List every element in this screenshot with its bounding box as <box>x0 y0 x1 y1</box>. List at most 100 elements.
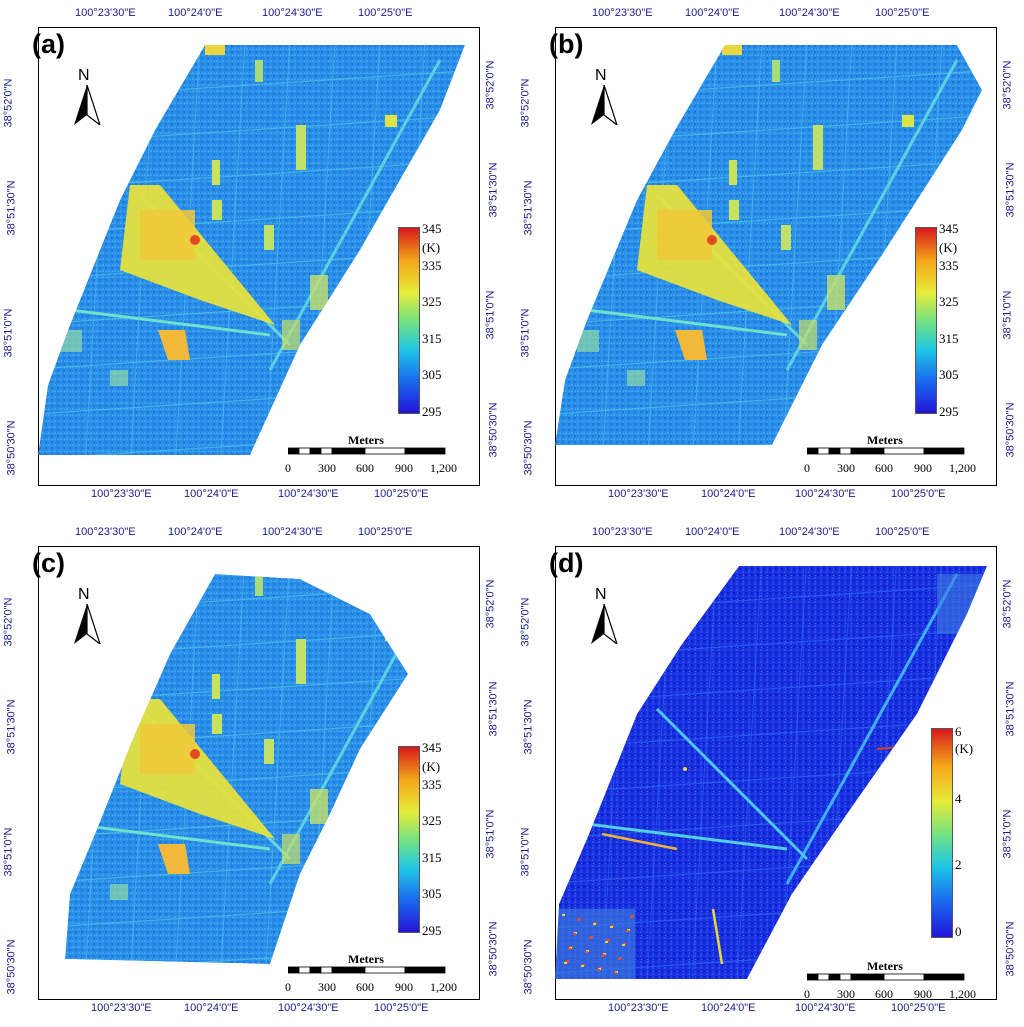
longitude-label: 100°24'30"E <box>262 7 323 19</box>
longitude-label: 100°24'30"E <box>795 1002 856 1014</box>
latitude-label: 38°51'30"N <box>5 180 18 236</box>
longitude-label: 100°24'30"E <box>779 7 840 19</box>
latitude-label: 38°51'0"N <box>519 827 532 877</box>
longitude-label: 100°24'30"E <box>278 488 339 500</box>
latitude-label: 38°51'0"N <box>2 827 15 877</box>
scale-bar-tick: 0 <box>285 461 291 475</box>
colorbar-tick: 305 <box>422 886 442 901</box>
longitude-label: 100°24'0"E <box>168 7 223 19</box>
north-label: N <box>78 586 90 603</box>
colorbar-tick: 4 <box>955 791 962 806</box>
scale-bar-tick: 600 <box>356 980 374 994</box>
scale-bar-tick: 1,200 <box>430 461 457 475</box>
colorbar-unit: (K) <box>422 240 441 255</box>
scale-bar-tick: 300 <box>837 987 855 1001</box>
colorbar-tick: 6 <box>955 724 962 739</box>
map-panel-b: (b) 100°23'30"E 100°23'30"E 100°24'0"E 100°2… <box>517 0 1024 513</box>
longitude-label: 100°23'30"E <box>75 526 136 538</box>
longitude-label: 100°24'30"E <box>278 1002 339 1014</box>
panel-label: (a) <box>32 29 65 59</box>
longitude-label: 100°25'0"E <box>358 7 413 19</box>
latitude-label: 38°51'30"N <box>1004 162 1017 218</box>
colorbar-tick: 305 <box>939 367 959 382</box>
longitude-label: 100°24'30"E <box>795 488 856 500</box>
longitude-label: 100°25'0"E <box>875 7 930 19</box>
longitude-label: 100°24'0"E <box>184 1002 239 1014</box>
latitude-label: 38°51'30"N <box>487 162 500 218</box>
latitude-label: 38°51'0"N <box>1001 809 1014 859</box>
longitude-label: 100°25'0"E <box>374 488 429 500</box>
scale-bar <box>288 447 446 455</box>
colorbar-tick: 325 <box>939 294 959 309</box>
longitude-label: 100°25'0"E <box>875 526 930 538</box>
scale-bar-tick: 0 <box>804 987 810 1001</box>
thermal-raster <box>38 45 465 455</box>
latitude-label: 38°51'0"N <box>1001 290 1014 340</box>
longitude-label: 100°24'0"E <box>685 526 740 538</box>
colorbar <box>931 728 953 938</box>
map-panel-a: (a) 100°23'30"E 100°23'30"E 100°24'0"E 100°2… <box>0 0 512 513</box>
longitude-label: 100°23'30"E <box>592 526 653 538</box>
longitude-label: 100°24'0"E <box>168 526 223 538</box>
scale-bar-tick: 1,200 <box>430 980 457 994</box>
north-label: N <box>595 67 607 84</box>
colorbar <box>915 227 937 414</box>
scale-bar-tick: 300 <box>318 980 336 994</box>
latitude-label: 38°51'30"N <box>522 699 535 755</box>
latitude-label: 38°52'0"N <box>519 78 532 128</box>
thermal-raster <box>555 45 982 445</box>
scale-bar-tick: 600 <box>356 461 374 475</box>
colorbar-tick: 0 <box>955 924 962 939</box>
latitude-label: 38°51'0"N <box>2 308 15 358</box>
longitude-label: 100°24'0"E <box>685 7 740 19</box>
scale-bar-tick: 300 <box>837 461 855 475</box>
north-label: N <box>595 586 607 603</box>
longitude-label: 100°24'0"E <box>184 488 239 500</box>
latitude-label: 38°51'30"N <box>522 180 535 236</box>
scale-bar-tick: 900 <box>914 461 932 475</box>
colorbar-tick: 345 <box>939 221 959 236</box>
latitude-label: 38°50'30"N <box>522 939 535 995</box>
scale-bar-title: Meters <box>867 433 903 447</box>
latitude-label: 38°51'0"N <box>519 308 532 358</box>
colorbar-tick: 315 <box>422 849 442 865</box>
colorbar-unit: (K) <box>955 741 974 756</box>
colorbar-tick: 335 <box>422 776 442 792</box>
scale-bar-tick: 1,200 <box>949 987 976 1001</box>
latitude-label: 38°52'0"N <box>484 579 497 629</box>
latitude-label: 38°50'30"N <box>5 420 18 476</box>
latitude-label: 38°52'0"N <box>1001 60 1014 110</box>
colorbar-tick: 305 <box>422 367 442 382</box>
colorbar-unit: (K) <box>939 240 958 255</box>
scale-bar-title: Meters <box>867 959 903 973</box>
scale-bar-tick: 900 <box>914 987 932 1001</box>
colorbar-tick: 345 <box>422 740 442 755</box>
longitude-label: 100°23'30"E <box>91 488 152 500</box>
scale-bar <box>807 447 965 455</box>
longitude-label: 100°23'30"E <box>91 1002 152 1014</box>
latitude-label: 38°52'0"N <box>1001 579 1014 629</box>
latitude-label: 38°51'30"N <box>487 681 500 737</box>
longitude-label: 100°25'0"E <box>891 1002 946 1014</box>
longitude-label: 100°24'30"E <box>262 526 323 538</box>
thermal-raster <box>65 574 408 964</box>
longitude-label: 100°23'30"E <box>75 7 136 19</box>
longitude-label: 100°25'0"E <box>891 488 946 500</box>
north-label: N <box>78 67 90 84</box>
latitude-label: 38°50'30"N <box>5 939 18 995</box>
longitude-label: 100°24'30"E <box>779 526 840 538</box>
colorbar <box>398 746 420 933</box>
scale-bar-tick: 0 <box>285 980 291 994</box>
colorbar-tick: 325 <box>422 294 442 309</box>
colorbar-unit: (K) <box>422 759 441 774</box>
scale-bar <box>288 966 446 974</box>
colorbar-tick: 295 <box>422 922 442 938</box>
colorbar-tick: 335 <box>939 257 959 273</box>
scale-bar-tick: 900 <box>395 980 413 994</box>
thermal-raster <box>555 566 987 979</box>
scale-bar-title: Meters <box>348 952 384 966</box>
latitude-label: 38°50'30"N <box>1004 921 1017 977</box>
scale-bar-tick: 1,200 <box>949 461 976 475</box>
panel-label: (c) <box>32 548 65 578</box>
scale-bar-tick: 900 <box>395 461 413 475</box>
